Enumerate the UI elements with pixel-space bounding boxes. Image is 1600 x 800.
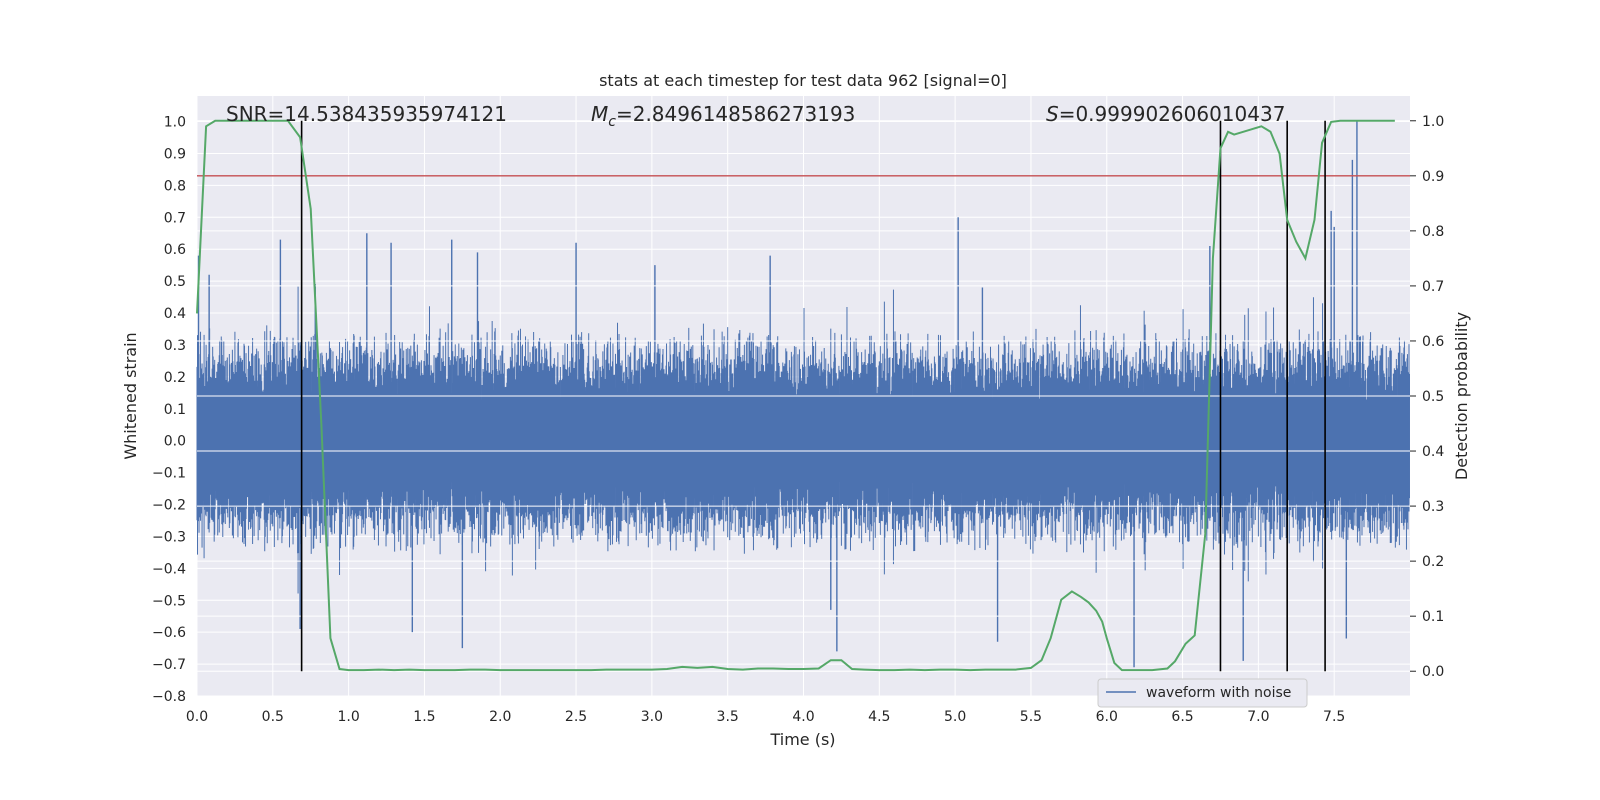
x-tick-label: 1.0 [337,709,359,725]
x-tick-label: 6.5 [1171,709,1193,725]
y-tick-label: 0.7 [164,210,186,226]
s-value: =0.999902606010437 [1059,102,1286,126]
y-tick-label: 0.8 [164,178,186,194]
detection-probability-line [196,119,1395,672]
waveform-noise-trace [196,286,1410,594]
x-tick-label: 1.5 [413,709,435,725]
y-tick-label: 0.1 [164,402,186,418]
y2-tick-label: 0.8 [1422,224,1444,240]
y2-tick-label: 1.0 [1422,114,1444,130]
y2-tick-label: 0.2 [1422,554,1444,570]
snr-annotation: SNR=14.538435935974121 [226,102,507,126]
x-tick-label: 2.0 [489,709,511,725]
x-tick-label: 6.0 [1096,709,1118,725]
y-tick-label: −0.1 [152,466,186,482]
x-tick-label: 5.5 [1020,709,1042,725]
x-tick-label: 3.5 [717,709,739,725]
mc-subscript: c [608,114,616,130]
legend-box [1097,678,1308,708]
y-tick-label: 0.0 [164,434,186,450]
waveform-series [196,121,1410,668]
y2-tick-label: 0.6 [1422,334,1444,350]
s-symbol: S [1046,102,1059,126]
y2-axis-label: Detection probability [1452,312,1471,480]
y-tick-label: −0.7 [152,657,186,673]
y-axis-label: Whitened strain [121,332,140,459]
y2-tick-label: 0.9 [1422,169,1444,185]
x-axis-label: Time (s) [769,730,835,749]
x-tick-label: 2.5 [565,709,587,725]
y-tick-label: −0.6 [152,625,186,641]
chirp-mass-annotation: Mc=2.8496148586273193 [591,102,855,130]
y2-tick-label: 0.5 [1422,389,1444,405]
x-tick-label: 7.5 [1323,709,1345,725]
y-tick-label: −0.4 [152,561,186,577]
y-tick-label: −0.2 [152,498,186,514]
x-tick-label: 4.5 [868,709,890,725]
y-tick-label: 0.2 [164,370,186,386]
y2-axis-ticks: 1.0 0.9 0.8 0.7 0.6 0.5 0.4 0.3 0.2 0.1 0.0 [1410,114,1444,680]
x-tick-label: 0.5 [262,709,284,725]
y2-gridlines [197,120,1410,672]
score-annotation: S=0.999902606010437 [1046,102,1285,126]
y-tick-label: 0.6 [164,242,186,258]
mc-value: =2.8496148586273193 [616,102,855,126]
mc-symbol: M [591,102,608,126]
x-tick-label: 7.0 [1247,709,1269,725]
y-axis-ticks: 1.0 0.9 0.8 0.7 0.6 0.5 0.4 0.3 0.2 0.1 0.0 −0.1 −0.… [152,115,186,705]
y-tick-label: −0.3 [152,529,186,545]
legend-label: waveform with noise [1146,685,1291,701]
legend: waveform with noise [1097,678,1308,708]
chart-title: stats at each timestep for test data 962… [599,71,1007,90]
y2-tick-label: 0.0 [1422,664,1444,680]
x-axis-ticks: 0.0 0.5 1.0 1.5 2.0 2.5 3.0 3.5 4.0 4.5 5.0 5.5 6.0 6… [186,709,1345,725]
y-tick-label: 0.3 [164,338,186,354]
y2-tick-label: 0.3 [1422,499,1444,515]
y2-tick-label: 0.1 [1422,609,1444,625]
y-tick-label: 1.0 [164,115,186,131]
x-tick-label: 5.0 [944,709,966,725]
y-tick-label: −0.8 [152,689,186,705]
y-tick-label: 0.4 [164,306,186,322]
x-tick-label: 4.0 [792,709,814,725]
x-tick-label: 0.0 [186,709,208,725]
y2-tick-label: 0.7 [1422,279,1444,295]
x-tick-label: 3.0 [641,709,663,725]
y-tick-label: 0.5 [164,274,186,290]
y2-tick-label: 0.4 [1422,444,1444,460]
y-tick-label: 0.9 [164,146,186,162]
y-tick-label: −0.5 [152,593,186,609]
